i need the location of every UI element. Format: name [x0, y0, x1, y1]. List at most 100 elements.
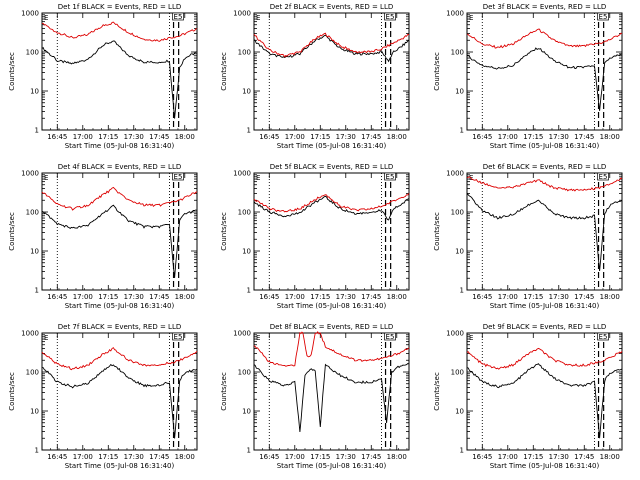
- x-tick-label: 18:00: [600, 133, 620, 141]
- marker-label-e5: E5: [386, 173, 395, 181]
- panel-title: Det 6f BLACK = Events, RED = LLD: [483, 163, 606, 171]
- marker-label-e5: E5: [599, 333, 608, 341]
- y-tick-label: 10: [242, 88, 251, 96]
- lld-series-line: [466, 28, 623, 49]
- x-tick-label: 18:00: [175, 453, 195, 461]
- events-series-line: [253, 195, 410, 221]
- x-tick-label: 17:30: [549, 453, 569, 461]
- x-axis-label: Start Time (05-Jul-08 16:31:40): [277, 462, 387, 470]
- lld-series-line: [466, 176, 623, 192]
- x-tick-label: 17:15: [523, 293, 543, 301]
- x-tick-label: 17:45: [149, 453, 169, 461]
- panel-det-8: Det 8f BLACK = Events, RED = LLD 1 10 100 10…: [220, 323, 410, 470]
- panel-det-6: Det 6f BLACK = Events, RED = LLD 1 10 100 10…: [433, 163, 623, 310]
- plot-frame: [41, 172, 198, 291]
- x-tick-label: 18:00: [600, 293, 620, 301]
- x-tick-label: 17:00: [285, 293, 305, 301]
- x-tick-label: 17:45: [574, 133, 594, 141]
- panel-det-2: Det 2f BLACK = Events, RED = LLD 1 10 100 10…: [220, 3, 410, 150]
- y-tick-label: 10: [30, 248, 39, 256]
- plot-frame: [466, 172, 623, 291]
- y-tick-label: 1: [460, 447, 464, 455]
- x-tick-label: 17:45: [361, 133, 381, 141]
- events-series-line: [253, 34, 410, 63]
- y-tick-label: 1000: [233, 10, 251, 18]
- x-tick-label: 17:00: [498, 453, 518, 461]
- panel-title: Det 8f BLACK = Events, RED = LLD: [270, 323, 393, 331]
- marker-label-box: [384, 332, 396, 341]
- x-tick-label: 17:15: [310, 453, 330, 461]
- x-tick-label: 18:00: [175, 293, 195, 301]
- y-tick-label: 1000: [21, 170, 39, 178]
- y-tick-label: 1000: [446, 330, 464, 338]
- panel-title: Det 9f BLACK = Events, RED = LLD: [483, 323, 606, 331]
- plot-frame: [41, 332, 198, 451]
- panel-det-3: Det 3f BLACK = Events, RED = LLD 1 10 100 10…: [433, 3, 623, 150]
- x-axis-label: Start Time (05-Jul-08 16:31:40): [490, 462, 600, 470]
- marker-label-e: E: [256, 334, 260, 342]
- y-tick-label: 100: [451, 369, 464, 377]
- marker-label-e: E: [256, 14, 260, 22]
- y-tick-label: 1: [460, 287, 464, 295]
- panel-title: Det 4f BLACK = Events, RED = LLD: [58, 163, 181, 171]
- marker-label-box: [597, 172, 609, 181]
- x-tick-label: 17:30: [336, 293, 356, 301]
- x-tick-label: 16:45: [47, 293, 67, 301]
- x-tick-label: 17:30: [549, 293, 569, 301]
- panel-det-7: Det 7f BLACK = Events, RED = LLD 1 10 100 10…: [8, 323, 198, 470]
- x-tick-label: 17:15: [310, 293, 330, 301]
- x-tick-label: 17:15: [98, 133, 118, 141]
- y-axis-label: Counts/sec: [220, 52, 228, 91]
- y-tick-label: 1: [247, 287, 251, 295]
- y-tick-label: 100: [451, 49, 464, 57]
- x-tick-label: 17:30: [124, 133, 144, 141]
- y-tick-label: 1: [247, 127, 251, 135]
- x-axis-label: Start Time (05-Jul-08 16:31:40): [490, 302, 600, 310]
- y-tick-label: 10: [455, 408, 464, 416]
- x-tick-label: 17:45: [361, 293, 381, 301]
- x-axis-label: Start Time (05-Jul-08 16:31:40): [277, 142, 387, 150]
- y-tick-label: 100: [451, 209, 464, 217]
- x-tick-label: 18:00: [600, 453, 620, 461]
- x-tick-label: 17:15: [523, 133, 543, 141]
- marker-label-e: E: [44, 334, 48, 342]
- y-tick-label: 100: [26, 49, 39, 57]
- y-tick-label: 100: [238, 209, 251, 217]
- x-tick-label: 17:30: [124, 293, 144, 301]
- x-tick-label: 17:30: [336, 133, 356, 141]
- x-tick-label: 18:00: [175, 133, 195, 141]
- x-tick-label: 17:15: [98, 453, 118, 461]
- y-tick-label: 1000: [21, 330, 39, 338]
- panel-title: Det 5f BLACK = Events, RED = LLD: [270, 163, 393, 171]
- y-tick-label: 10: [455, 248, 464, 256]
- x-axis-label: Start Time (05-Jul-08 16:31:40): [65, 142, 175, 150]
- y-tick-label: 1: [35, 287, 39, 295]
- y-tick-label: 1: [247, 447, 251, 455]
- x-tick-label: 16:45: [47, 133, 67, 141]
- y-tick-label: 100: [26, 209, 39, 217]
- plot-frame: [466, 12, 623, 131]
- y-tick-label: 100: [238, 369, 251, 377]
- panel-title: Det 3f BLACK = Events, RED = LLD: [483, 3, 606, 11]
- y-axis-label: Counts/sec: [433, 372, 441, 411]
- events-series-line: [466, 363, 623, 439]
- marker-label-box: [172, 172, 184, 181]
- y-tick-label: 1000: [446, 170, 464, 178]
- marker-label-e5: E5: [386, 13, 395, 21]
- panel-det-9: Det 9f BLACK = Events, RED = LLD 1 10 100 10…: [433, 323, 623, 470]
- lld-series-line: [41, 347, 198, 371]
- marker-label-box: [384, 172, 396, 181]
- marker-label-box: [172, 12, 184, 21]
- events-series-line: [41, 204, 198, 279]
- marker-label-box: [172, 332, 184, 341]
- x-tick-label: 17:15: [523, 453, 543, 461]
- x-tick-label: 18:00: [387, 453, 407, 461]
- panel-det-4: Det 4f BLACK = Events, RED = LLD 1 10 100 10…: [8, 163, 198, 310]
- x-tick-label: 16:45: [259, 453, 279, 461]
- marker-label-e: E: [469, 14, 473, 22]
- y-axis-label: Counts/sec: [433, 212, 441, 251]
- x-tick-label: 17:45: [361, 453, 381, 461]
- events-series-line: [253, 362, 410, 433]
- x-tick-label: 16:45: [472, 293, 492, 301]
